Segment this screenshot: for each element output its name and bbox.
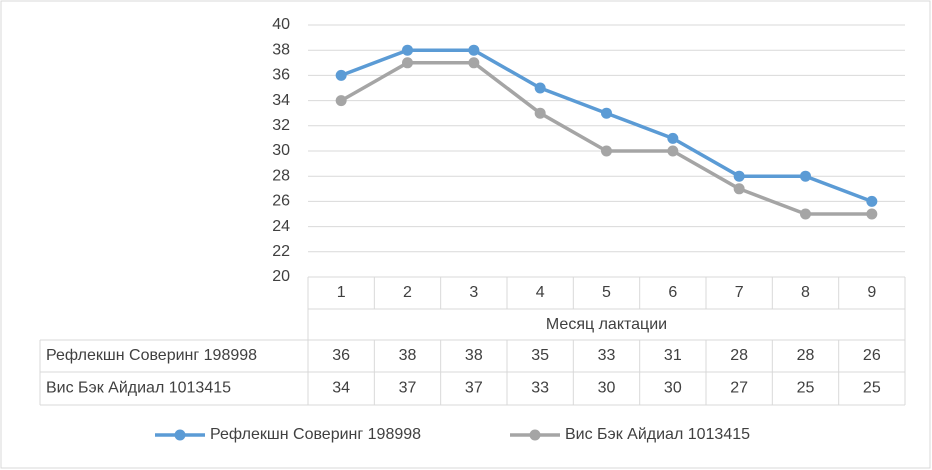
point: [733, 170, 745, 182]
table-value: 25: [863, 380, 881, 397]
table-value: 31: [664, 347, 682, 364]
table-value: 37: [399, 380, 417, 397]
table-row-label: Рефлекшн Соверинг 198998: [46, 347, 257, 364]
y-tick-label: 30: [272, 142, 290, 159]
point: [402, 57, 413, 69]
x-tick-label: 6: [668, 284, 677, 301]
y-tick-label: 24: [272, 218, 290, 235]
point: [402, 44, 413, 56]
x-tick-label: 4: [536, 284, 545, 301]
point: [800, 170, 811, 182]
table-value: 30: [664, 380, 682, 397]
point: [335, 95, 347, 107]
x-tick-label: 5: [602, 284, 611, 301]
point: [667, 132, 679, 144]
x-tick-label: 7: [735, 284, 744, 301]
table-value: 25: [797, 380, 815, 397]
point: [534, 82, 546, 94]
y-tick-label: 40: [272, 16, 290, 33]
y-tick-label: 28: [272, 167, 290, 184]
y-tick-label: 34: [272, 92, 290, 109]
x-tick-label: 8: [801, 284, 810, 301]
y-tick-label: 36: [272, 67, 290, 84]
table-value: 33: [531, 380, 549, 397]
legend-label: Вис Бэк Айдиал 1013415: [565, 426, 750, 443]
legend-marker: [529, 429, 541, 441]
table-value: 26: [863, 347, 881, 364]
x-tick-label: 3: [469, 284, 478, 301]
table-value: 33: [598, 347, 616, 364]
point: [667, 145, 679, 157]
point: [534, 107, 546, 119]
point: [800, 208, 811, 220]
table-value: 34: [332, 380, 350, 397]
table-value: 28: [797, 347, 815, 364]
y-tick-label: 20: [272, 268, 290, 285]
point: [335, 69, 347, 81]
point: [866, 195, 878, 207]
legend-label: Рефлекшн Соверинг 198998: [210, 426, 421, 443]
point: [733, 183, 745, 195]
y-tick-label: 32: [272, 117, 290, 134]
x-tick-label: 9: [867, 284, 876, 301]
y-tick-label: 22: [272, 243, 290, 260]
x-tick-label: 2: [403, 284, 412, 301]
point: [866, 208, 878, 220]
table-value: 35: [531, 347, 549, 364]
table-value: 36: [332, 347, 350, 364]
legend-marker: [174, 429, 186, 441]
y-tick-label: 26: [272, 193, 290, 210]
table-value: 27: [730, 380, 748, 397]
table-value: 37: [465, 380, 483, 397]
x-tick-label: 1: [337, 284, 346, 301]
point: [601, 107, 612, 119]
table-value: 38: [465, 347, 483, 364]
table-value: 38: [399, 347, 417, 364]
y-tick-label: 38: [272, 41, 290, 58]
x-axis-title: Месяц лактации: [546, 316, 667, 333]
table-value: 28: [730, 347, 748, 364]
point: [601, 145, 612, 157]
point: [468, 57, 480, 69]
table-value: 30: [598, 380, 616, 397]
point: [468, 44, 480, 56]
table-row-label: Вис Бэк Айдиал 1013415: [46, 380, 231, 397]
